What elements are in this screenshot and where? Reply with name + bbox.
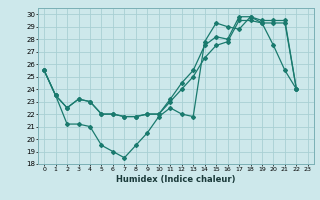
X-axis label: Humidex (Indice chaleur): Humidex (Indice chaleur) (116, 175, 236, 184)
